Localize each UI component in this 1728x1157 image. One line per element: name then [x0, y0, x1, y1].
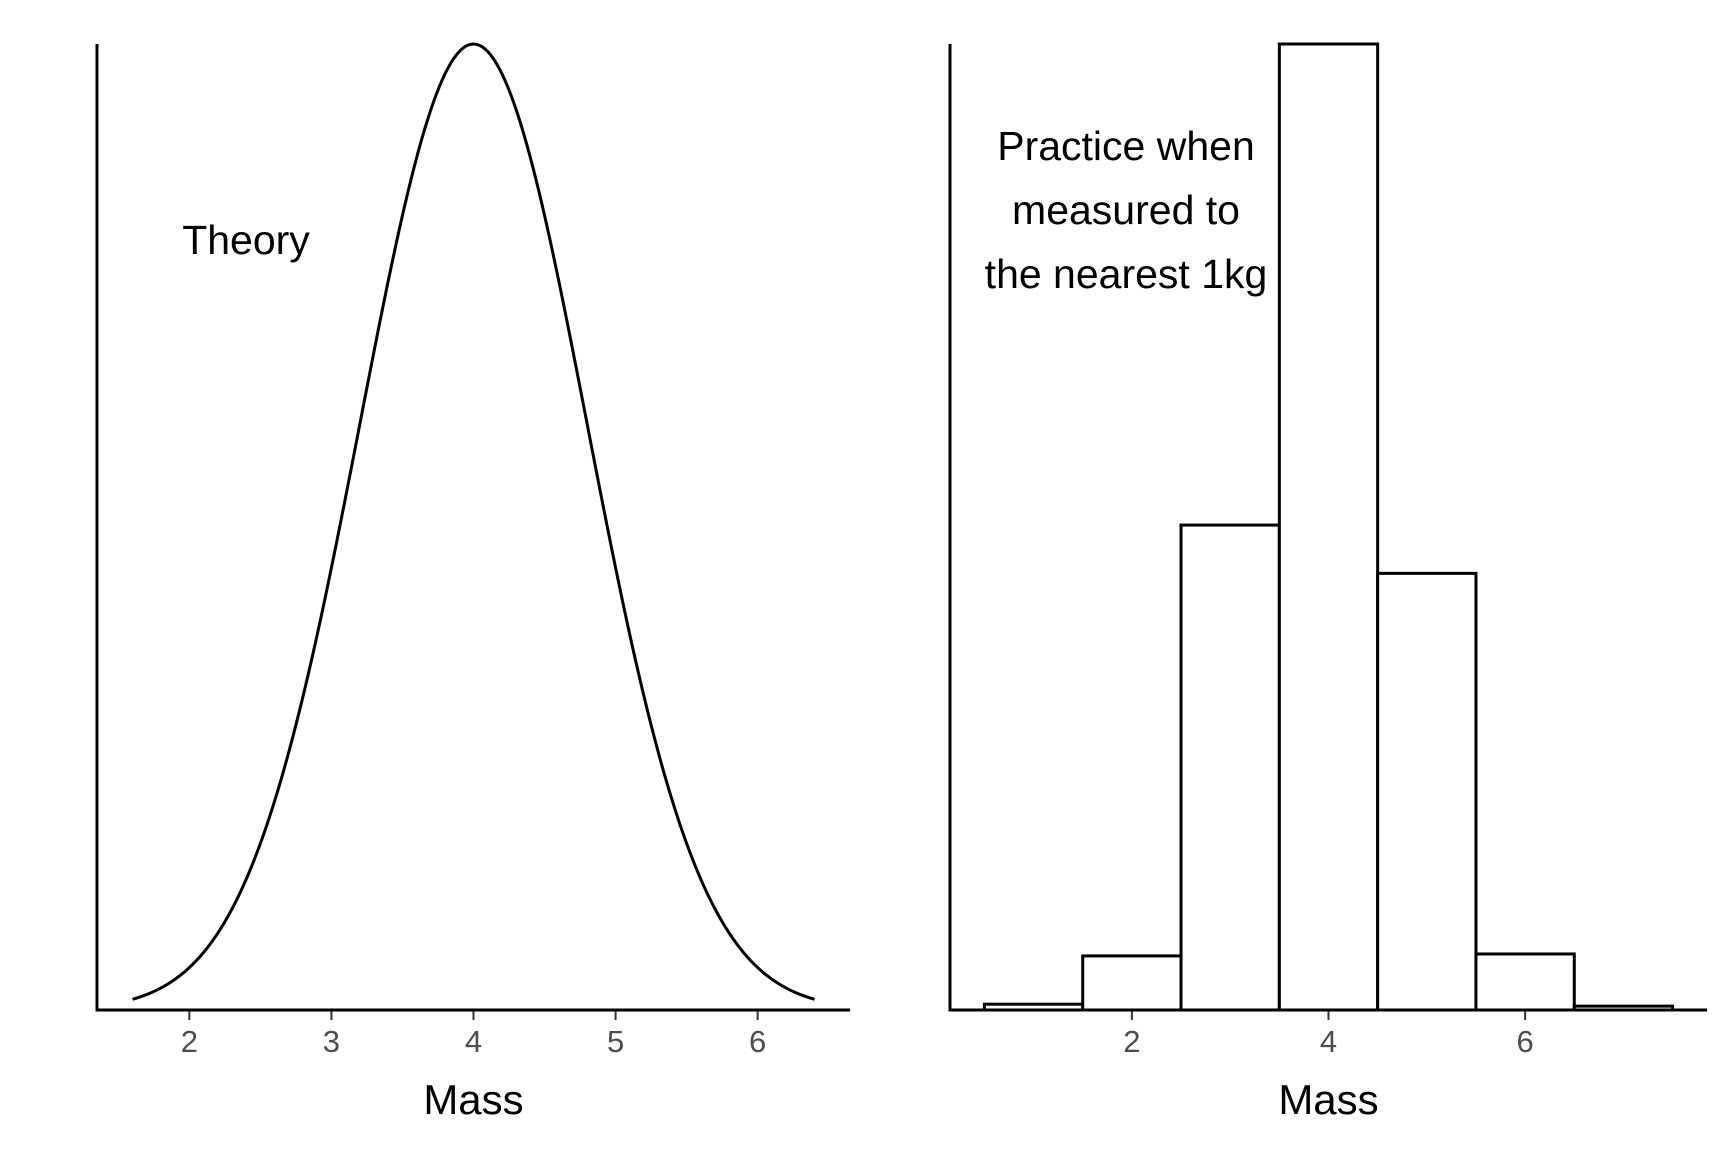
histogram-bar	[1277, 42, 1380, 1012]
practice-annotation-line: measured to	[1012, 187, 1240, 233]
theory-density-curve	[132, 42, 815, 1001]
practice-annotation-line: Practice when	[997, 123, 1255, 169]
histogram-bar	[1376, 571, 1478, 1012]
practice-bars	[982, 42, 1675, 1012]
x-tick-label: 4	[465, 1024, 482, 1059]
practice-x-axis-title: Mass	[1278, 1076, 1378, 1123]
theory-annotation-line: Theory	[182, 217, 310, 263]
practice-annotation-line: the nearest 1kg	[985, 251, 1268, 297]
histogram-bar	[1179, 523, 1281, 1012]
x-tick-label: 2	[1123, 1024, 1140, 1059]
x-tick-label: 2	[181, 1024, 198, 1059]
practice-annotation: Practice when measured to the nearest 1kg	[985, 123, 1268, 297]
x-tick-label: 3	[323, 1024, 340, 1059]
practice-x-ticks: 2 4 6	[1123, 1010, 1534, 1059]
theory-annotation: Theory	[182, 217, 310, 263]
theory-x-axis-title: Mass	[423, 1076, 523, 1123]
histogram-bar	[1081, 954, 1183, 1012]
x-tick-label: 5	[607, 1024, 624, 1059]
histogram-bar	[1474, 952, 1576, 1012]
theory-panel: 2 3 4 5 6 Theory Mass	[95, 42, 850, 1123]
theory-x-ticks: 2 3 4 5 6	[181, 1010, 766, 1059]
x-tick-label: 6	[749, 1024, 766, 1059]
practice-panel: 2 4 6 Practice when measured to the nearest …	[948, 42, 1707, 1123]
x-tick-label: 4	[1320, 1024, 1337, 1059]
x-tick-label: 6	[1516, 1024, 1533, 1059]
